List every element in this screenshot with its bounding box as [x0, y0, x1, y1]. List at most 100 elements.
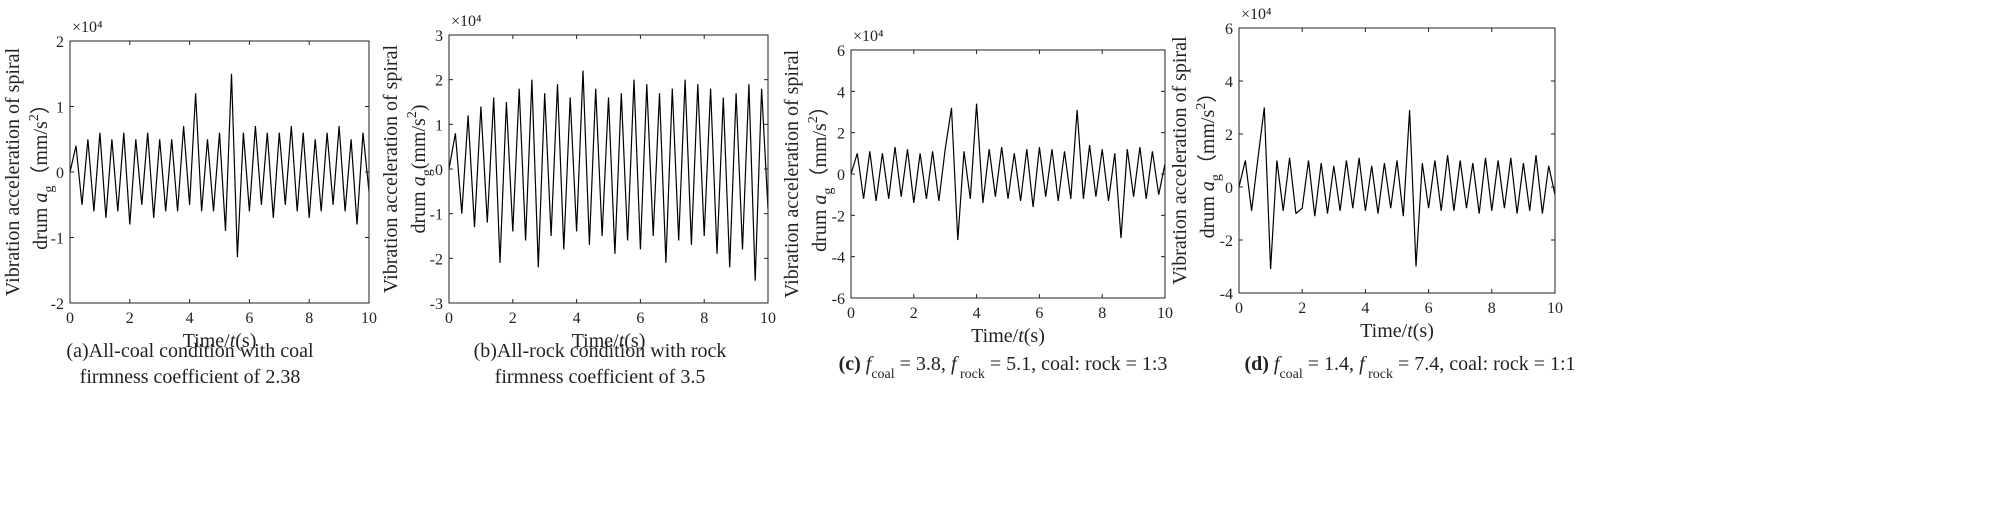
- y-tick-label: 6: [1225, 21, 1233, 38]
- y-tick-label: -2: [430, 251, 443, 268]
- caption: firmness coefficient of 3.5: [495, 366, 706, 388]
- x-tick-label: 4: [186, 310, 194, 327]
- y-axis-label-part: drum: [809, 205, 831, 252]
- x-tick-label: 2: [1298, 300, 1306, 317]
- caption-part: rock: [1365, 367, 1393, 382]
- signal-line: [448, 70, 769, 281]
- x-tick-label: 0: [847, 305, 855, 322]
- x-tick-label: 0: [1235, 300, 1243, 317]
- y-axis-label-part: （mm/s: [808, 123, 831, 188]
- signal-line: [850, 103, 1166, 241]
- x-tick-label: 4: [573, 310, 581, 327]
- y-tick-label: 0: [435, 162, 443, 179]
- y-tick-label: 1: [56, 100, 64, 117]
- y-axis-label-part: ）: [1196, 83, 1219, 103]
- x-tick-label: 6: [1035, 305, 1043, 322]
- x-tick-label: 6: [1425, 300, 1433, 317]
- x-tick-label: 2: [910, 305, 918, 322]
- x-axis-label-part: Time/: [572, 330, 620, 352]
- y-axis-label-part: Vibration acceleration of spiral: [1169, 36, 1191, 285]
- x-axis-label-part: Time/: [1360, 320, 1408, 342]
- x-tick-label: 8: [305, 310, 313, 327]
- y-tick-label: 3: [435, 28, 443, 45]
- x-tick-label: 10: [361, 310, 377, 327]
- y-tick-label: -1: [51, 231, 64, 248]
- caption: (d) fcoal = 1.4, f rock = 7.4, coal: roc…: [1244, 353, 1575, 382]
- caption: (c) fcoal = 3.8, f rock = 5.1, coal: roc…: [839, 353, 1168, 382]
- y-tick-label: 1: [435, 117, 443, 134]
- x-axis-label-part: t: [1018, 325, 1024, 347]
- caption-part: (c): [839, 353, 861, 375]
- y-tick-label: 6: [837, 43, 845, 60]
- x-tick-label: 4: [973, 305, 981, 322]
- y-axis-label-part: drum: [30, 203, 52, 250]
- caption-part: (a)All-coal condition with coal: [66, 340, 314, 362]
- y-axis-label: drum ag(mm/s2): [405, 104, 435, 233]
- y-axis-label-part: drum: [408, 186, 430, 233]
- y-axis-label-part: ）: [808, 96, 831, 116]
- x-tick-label: 6: [636, 310, 644, 327]
- caption-part: coal: [871, 367, 894, 382]
- y-axis-label-part: 2: [405, 111, 420, 118]
- y-axis-label-part: g: [1209, 174, 1224, 181]
- x-tick-label: 0: [66, 310, 74, 327]
- y-tick-label: -6: [832, 291, 845, 308]
- y-tick-label: -2: [832, 208, 845, 225]
- x-tick-label: 10: [1547, 300, 1563, 317]
- caption-part: f: [1359, 353, 1367, 375]
- y-tick-label: 2: [56, 34, 64, 51]
- y-axis-label-part: drum: [1197, 191, 1219, 238]
- x-axis-label: Time/t(s): [572, 330, 646, 352]
- caption-part: = 7.4, coal: rock = 1:1: [1393, 353, 1576, 375]
- y-axis-label-part: a: [1197, 181, 1219, 191]
- y-axis-label-part: g: [420, 169, 435, 176]
- x-tick-label: 10: [760, 310, 776, 327]
- y-axis-label-part: (mm/s: [408, 118, 430, 169]
- caption-part: f: [1274, 353, 1282, 375]
- y-tick-label: 0: [56, 165, 64, 182]
- caption-part: f: [951, 353, 959, 375]
- caption-part: (d): [1244, 353, 1268, 375]
- y-axis-label: drum ag（mm/s2）: [1194, 83, 1224, 239]
- caption-part: (b)All-rock condition with rock: [474, 340, 727, 362]
- caption-part: firmness coefficient of 2.38: [80, 366, 301, 388]
- y-axis-label-part: Vibration acceleration of spiral: [380, 44, 402, 293]
- x-tick-label: 2: [509, 310, 517, 327]
- x-axis-label: Time/t(s): [971, 325, 1045, 347]
- x-tick-label: 8: [1098, 305, 1106, 322]
- x-tick-label: 2: [126, 310, 134, 327]
- axis-multiplier: ×10⁴: [1241, 6, 1272, 23]
- x-axis-label-part: Time/: [183, 330, 231, 352]
- x-tick-label: 4: [1361, 300, 1369, 317]
- x-tick-label: 10: [1157, 305, 1173, 322]
- axis-multiplier: ×10⁴: [451, 13, 482, 30]
- y-axis-label-part: Vibration acceleration of spiral: [2, 47, 24, 296]
- y-axis-label-part: ）: [29, 94, 52, 114]
- caption-part: firmness coefficient of 3.5: [495, 366, 706, 388]
- y-axis-label-part: 2: [1194, 103, 1209, 110]
- y-axis-label-part: a: [30, 193, 52, 203]
- y-tick-label: -2: [1220, 233, 1233, 250]
- axis-multiplier: ×10⁴: [853, 28, 884, 45]
- caption-part: rock: [957, 367, 985, 382]
- signal-line: [69, 73, 370, 258]
- y-axis-label: Vibration acceleration of spiral: [1169, 36, 1191, 285]
- x-axis-label-part: (s): [624, 330, 645, 352]
- y-axis-label: drum ag（mm/s2）: [806, 96, 836, 252]
- y-tick-label: 2: [837, 126, 845, 143]
- y-axis-label-part: 2: [806, 116, 821, 123]
- y-axis-label: Vibration acceleration of spiral: [781, 49, 803, 298]
- y-axis-label-part: （mm/s: [1196, 109, 1219, 174]
- y-axis-label-part: g: [821, 188, 836, 195]
- y-tick-label: 4: [1225, 74, 1233, 91]
- y-tick-label: 2: [1225, 127, 1233, 144]
- y-axis-label: drum ag（mm/s2）: [27, 94, 57, 250]
- x-axis-label-part: (s): [1024, 325, 1045, 347]
- y-axis-label-part: 2: [27, 114, 42, 121]
- y-tick-label: -1: [430, 207, 443, 224]
- y-tick-label: -3: [430, 296, 443, 313]
- y-axis-label-part: ): [408, 104, 430, 111]
- caption-part: = 5.1, coal: rock = 1:3: [985, 353, 1168, 375]
- y-axis-label: Vibration acceleration of spiral: [380, 44, 402, 293]
